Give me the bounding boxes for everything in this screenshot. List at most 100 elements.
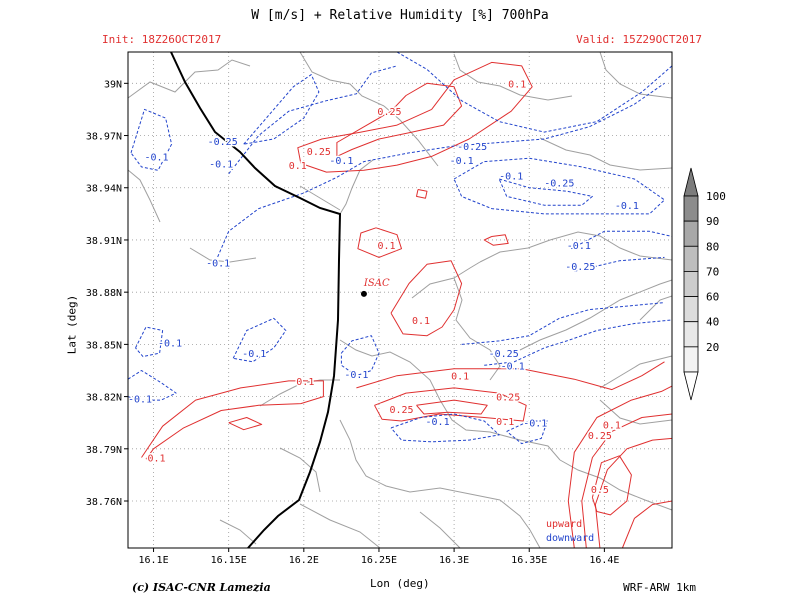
downward-contour-label: -0.25 (565, 262, 595, 273)
coastline (170, 51, 342, 549)
downward-contour (390, 413, 500, 443)
y-tick-label: 38.85N (86, 340, 122, 351)
contours (127, 51, 673, 549)
downward-contour (461, 302, 665, 345)
upward-contour (141, 380, 324, 460)
colorbar-label: 90 (706, 215, 719, 228)
downward-contour-label: -0.1 (158, 339, 182, 350)
upward-contour-label: 0.25 (496, 393, 520, 404)
upward-contour-label: 0.25 (389, 405, 413, 416)
legend: upward downward (546, 519, 594, 544)
downward-contour (127, 370, 177, 401)
y-axis-label: Lat (deg) (65, 294, 79, 355)
upward-contour (416, 189, 428, 199)
y-tick-label: 38.82N (86, 393, 122, 404)
downward-contour (213, 82, 665, 267)
downward-contour-label: -0.1 (426, 417, 450, 428)
init-time: Init: 18Z26OCT2017 (102, 33, 222, 46)
colorbar-label: 20 (706, 341, 719, 354)
upward-contour (581, 413, 673, 549)
x-tick-label: 16.4E (589, 555, 619, 566)
upward-contour (621, 500, 673, 549)
x-tick-label: 16.3E (439, 555, 469, 566)
y-tick-label: 38.91N (86, 236, 122, 247)
downward-contour (232, 317, 287, 363)
upward-contour (416, 399, 488, 415)
station-dot (360, 290, 367, 297)
downward-contour-label: -0.25 (457, 142, 487, 153)
downward-contour (453, 157, 665, 215)
downward-contour-label: -0.1 (523, 419, 547, 430)
upward-contour-label: 0.1 (377, 241, 395, 252)
colorbar-top-arrow (683, 167, 699, 197)
downward-contour (484, 319, 673, 366)
y-tick-label: 38.76N (86, 497, 122, 508)
upward-contour-label: 0.1 (296, 377, 314, 388)
y-tick-label: 38.79N (86, 445, 122, 456)
y-axis: 38.76N 38.79N 38.82N 38.85N 38.88N 38.91N 38.9… (86, 79, 128, 508)
upward-contour (390, 260, 463, 337)
downward-contour (243, 74, 320, 145)
downward-contour-label: -0.1 (344, 370, 368, 381)
downward-contour (574, 256, 665, 272)
station-label: ISAC (363, 278, 390, 289)
upward-contour-label: 0.5 (591, 485, 609, 496)
colorbar-cell (683, 346, 699, 373)
credit-text: (c) ISAC-CNR Lamezia (132, 581, 271, 594)
upward-contour (483, 234, 509, 246)
downward-contour-label: -0.1 (567, 241, 591, 252)
valid-time: Valid: 15Z29OCT2017 (576, 33, 702, 46)
colorbar-bottom-arrow (683, 371, 699, 401)
colorbar-cell (683, 321, 699, 348)
colorbar-cell (683, 296, 699, 323)
y-tick-label: 38.88N (86, 288, 122, 299)
downward-contour-label: -0.1 (329, 156, 353, 167)
downward-contour-label: -0.25 (489, 349, 519, 360)
x-tick-label: 16.1E (138, 555, 168, 566)
upward-contour-label: 0.1 (412, 316, 430, 327)
colorbar-cell (683, 195, 699, 222)
x-axis-label: Lon (deg) (370, 577, 430, 590)
colorbar-cell (683, 220, 699, 247)
downward-contour-label: -0.1 (450, 156, 474, 167)
downward-contour (130, 108, 173, 171)
colorbar-cell (683, 271, 699, 297)
upward-contour-label: 0.1 (603, 420, 621, 431)
upward-contour (357, 227, 402, 258)
y-tick-label: 38.97N (86, 132, 122, 143)
downward-contour (498, 178, 593, 206)
colorbar-label: 70 (706, 265, 719, 278)
upward-contour-label: 0.25 (307, 147, 331, 158)
colorbar: 100 90 80 70 60 40 20 (683, 167, 726, 401)
downward-contour (340, 335, 380, 377)
colorbar-label: 80 (706, 240, 719, 253)
upward-contour (336, 82, 463, 157)
downward-contour-label: -0.1 (501, 361, 525, 372)
upward-contour (591, 455, 632, 516)
legend-downward: downward (546, 533, 594, 544)
downward-contour-label: -0.1 (209, 159, 233, 170)
colorbar-label: 40 (706, 316, 719, 329)
y-tick-label: 39N (104, 79, 122, 90)
plot-frame (127, 51, 673, 549)
upward-contour (356, 361, 665, 391)
downward-contour-label: -0.1 (615, 201, 639, 212)
downward-contour-label: -0.1 (242, 349, 266, 360)
downward-contour-label: -0.1 (206, 259, 230, 270)
colorbar-cell (683, 245, 699, 272)
legend-upward: upward (546, 519, 582, 530)
downward-contour-label: -0.25 (208, 137, 238, 148)
downward-contour (135, 326, 164, 358)
downward-contour (228, 65, 398, 175)
x-tick-label: 16.35E (511, 555, 547, 566)
upward-contour (228, 417, 263, 431)
upward-contour (297, 61, 533, 173)
upward-contour-label: 0.1 (148, 454, 166, 465)
upward-contour (594, 437, 673, 549)
x-tick-label: 16.2E (289, 555, 319, 566)
x-tick-label: 16.15E (211, 555, 247, 566)
upward-contour (567, 385, 673, 549)
downward-contour (396, 51, 673, 133)
x-axis: 16.1E 16.15E 16.2E 16.25E 16.3E 16.35E 16.4E (138, 548, 619, 566)
